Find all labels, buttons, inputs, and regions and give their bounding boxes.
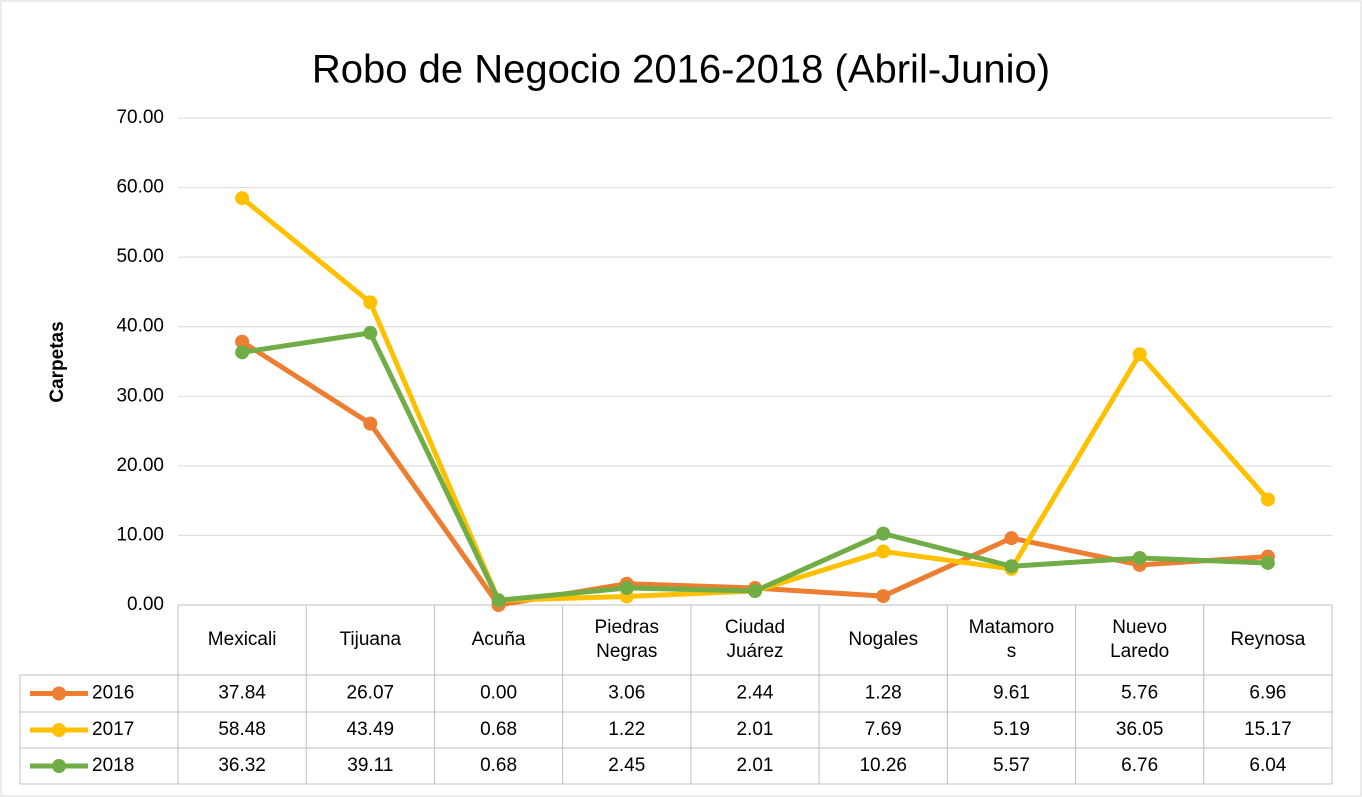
- point: [876, 589, 891, 604]
- point: [235, 334, 250, 349]
- y-tick-label: 0.00: [127, 594, 164, 615]
- table-value: 37.84: [218, 683, 266, 704]
- category-label: Matamoros: [968, 617, 1055, 662]
- category-label: Acuña: [471, 629, 526, 650]
- y-tick-label: 10.00: [116, 524, 164, 545]
- legend-marker: [52, 723, 66, 737]
- point: [235, 345, 250, 360]
- table-value: 1.28: [865, 683, 902, 704]
- point: [1004, 559, 1019, 574]
- table-value: 5.19: [993, 719, 1030, 740]
- table-value: 10.26: [859, 755, 907, 776]
- table-value: 7.69: [865, 719, 902, 740]
- table-value: 2.01: [737, 719, 774, 740]
- legend-label: 2017: [92, 719, 134, 740]
- category-label: Piedras Negras: [594, 617, 659, 662]
- table-value: 26.07: [347, 683, 395, 704]
- y-tick-label: 30.00: [116, 385, 164, 406]
- legend-marker: [52, 686, 66, 701]
- table-value: 36.05: [1116, 719, 1164, 740]
- legend-label: 2016: [92, 683, 134, 704]
- table-value: 39.11: [347, 755, 393, 776]
- category-label: Mexicali: [207, 629, 277, 650]
- point: [876, 544, 891, 559]
- y-tick-label: 70.00: [116, 107, 164, 128]
- point: [1260, 555, 1275, 570]
- table-value: 15.17: [1244, 719, 1292, 740]
- table-value: 43.49: [347, 719, 395, 740]
- table-value: 0.00: [480, 683, 517, 704]
- point: [748, 584, 762, 599]
- chart-title: Robo de Negocio 2016-2018 (Abril-Junio): [312, 48, 1050, 92]
- table-value: 5.76: [1121, 683, 1158, 704]
- table-value: 58.48: [218, 719, 266, 740]
- point: [876, 526, 891, 541]
- table-value: 36.32: [218, 755, 266, 776]
- table-value: 9.61: [993, 683, 1030, 704]
- legend-label: 2018: [92, 755, 134, 776]
- point: [619, 580, 634, 595]
- point: [363, 416, 378, 431]
- y-tick-label: 40.00: [116, 316, 164, 337]
- y-tick-label: 60.00: [116, 177, 164, 198]
- point: [363, 295, 378, 310]
- table-value: 6.76: [1121, 755, 1158, 776]
- y-axis-label: Carpetas: [47, 321, 68, 402]
- table-value: 0.68: [480, 719, 517, 740]
- point: [1004, 531, 1019, 546]
- point: [363, 325, 378, 340]
- table-value: 2.01: [737, 755, 774, 776]
- category-label: Tijuana: [339, 629, 402, 650]
- point: [235, 191, 250, 206]
- category-label: Nuevo Laredo: [1110, 617, 1170, 662]
- y-tick-label: 50.00: [116, 246, 164, 267]
- category-label: Reynosa: [1230, 629, 1306, 650]
- category-label: Nogales: [848, 629, 919, 650]
- point: [1132, 347, 1147, 362]
- legend-marker: [52, 759, 66, 773]
- table-value: 1.22: [608, 719, 645, 740]
- table-value: 3.06: [608, 683, 645, 704]
- table-value: 5.57: [993, 755, 1030, 776]
- table-value: 6.04: [1249, 755, 1286, 776]
- point: [491, 593, 506, 608]
- table-value: 2.44: [737, 683, 774, 704]
- table-value: 0.68: [480, 755, 517, 776]
- point: [1132, 550, 1147, 565]
- table-value: 2.45: [608, 755, 645, 776]
- point: [1260, 492, 1275, 507]
- table-value: 6.96: [1249, 683, 1286, 704]
- y-tick-label: 20.00: [116, 455, 164, 476]
- category-label: Ciudad Juárez: [724, 617, 786, 662]
